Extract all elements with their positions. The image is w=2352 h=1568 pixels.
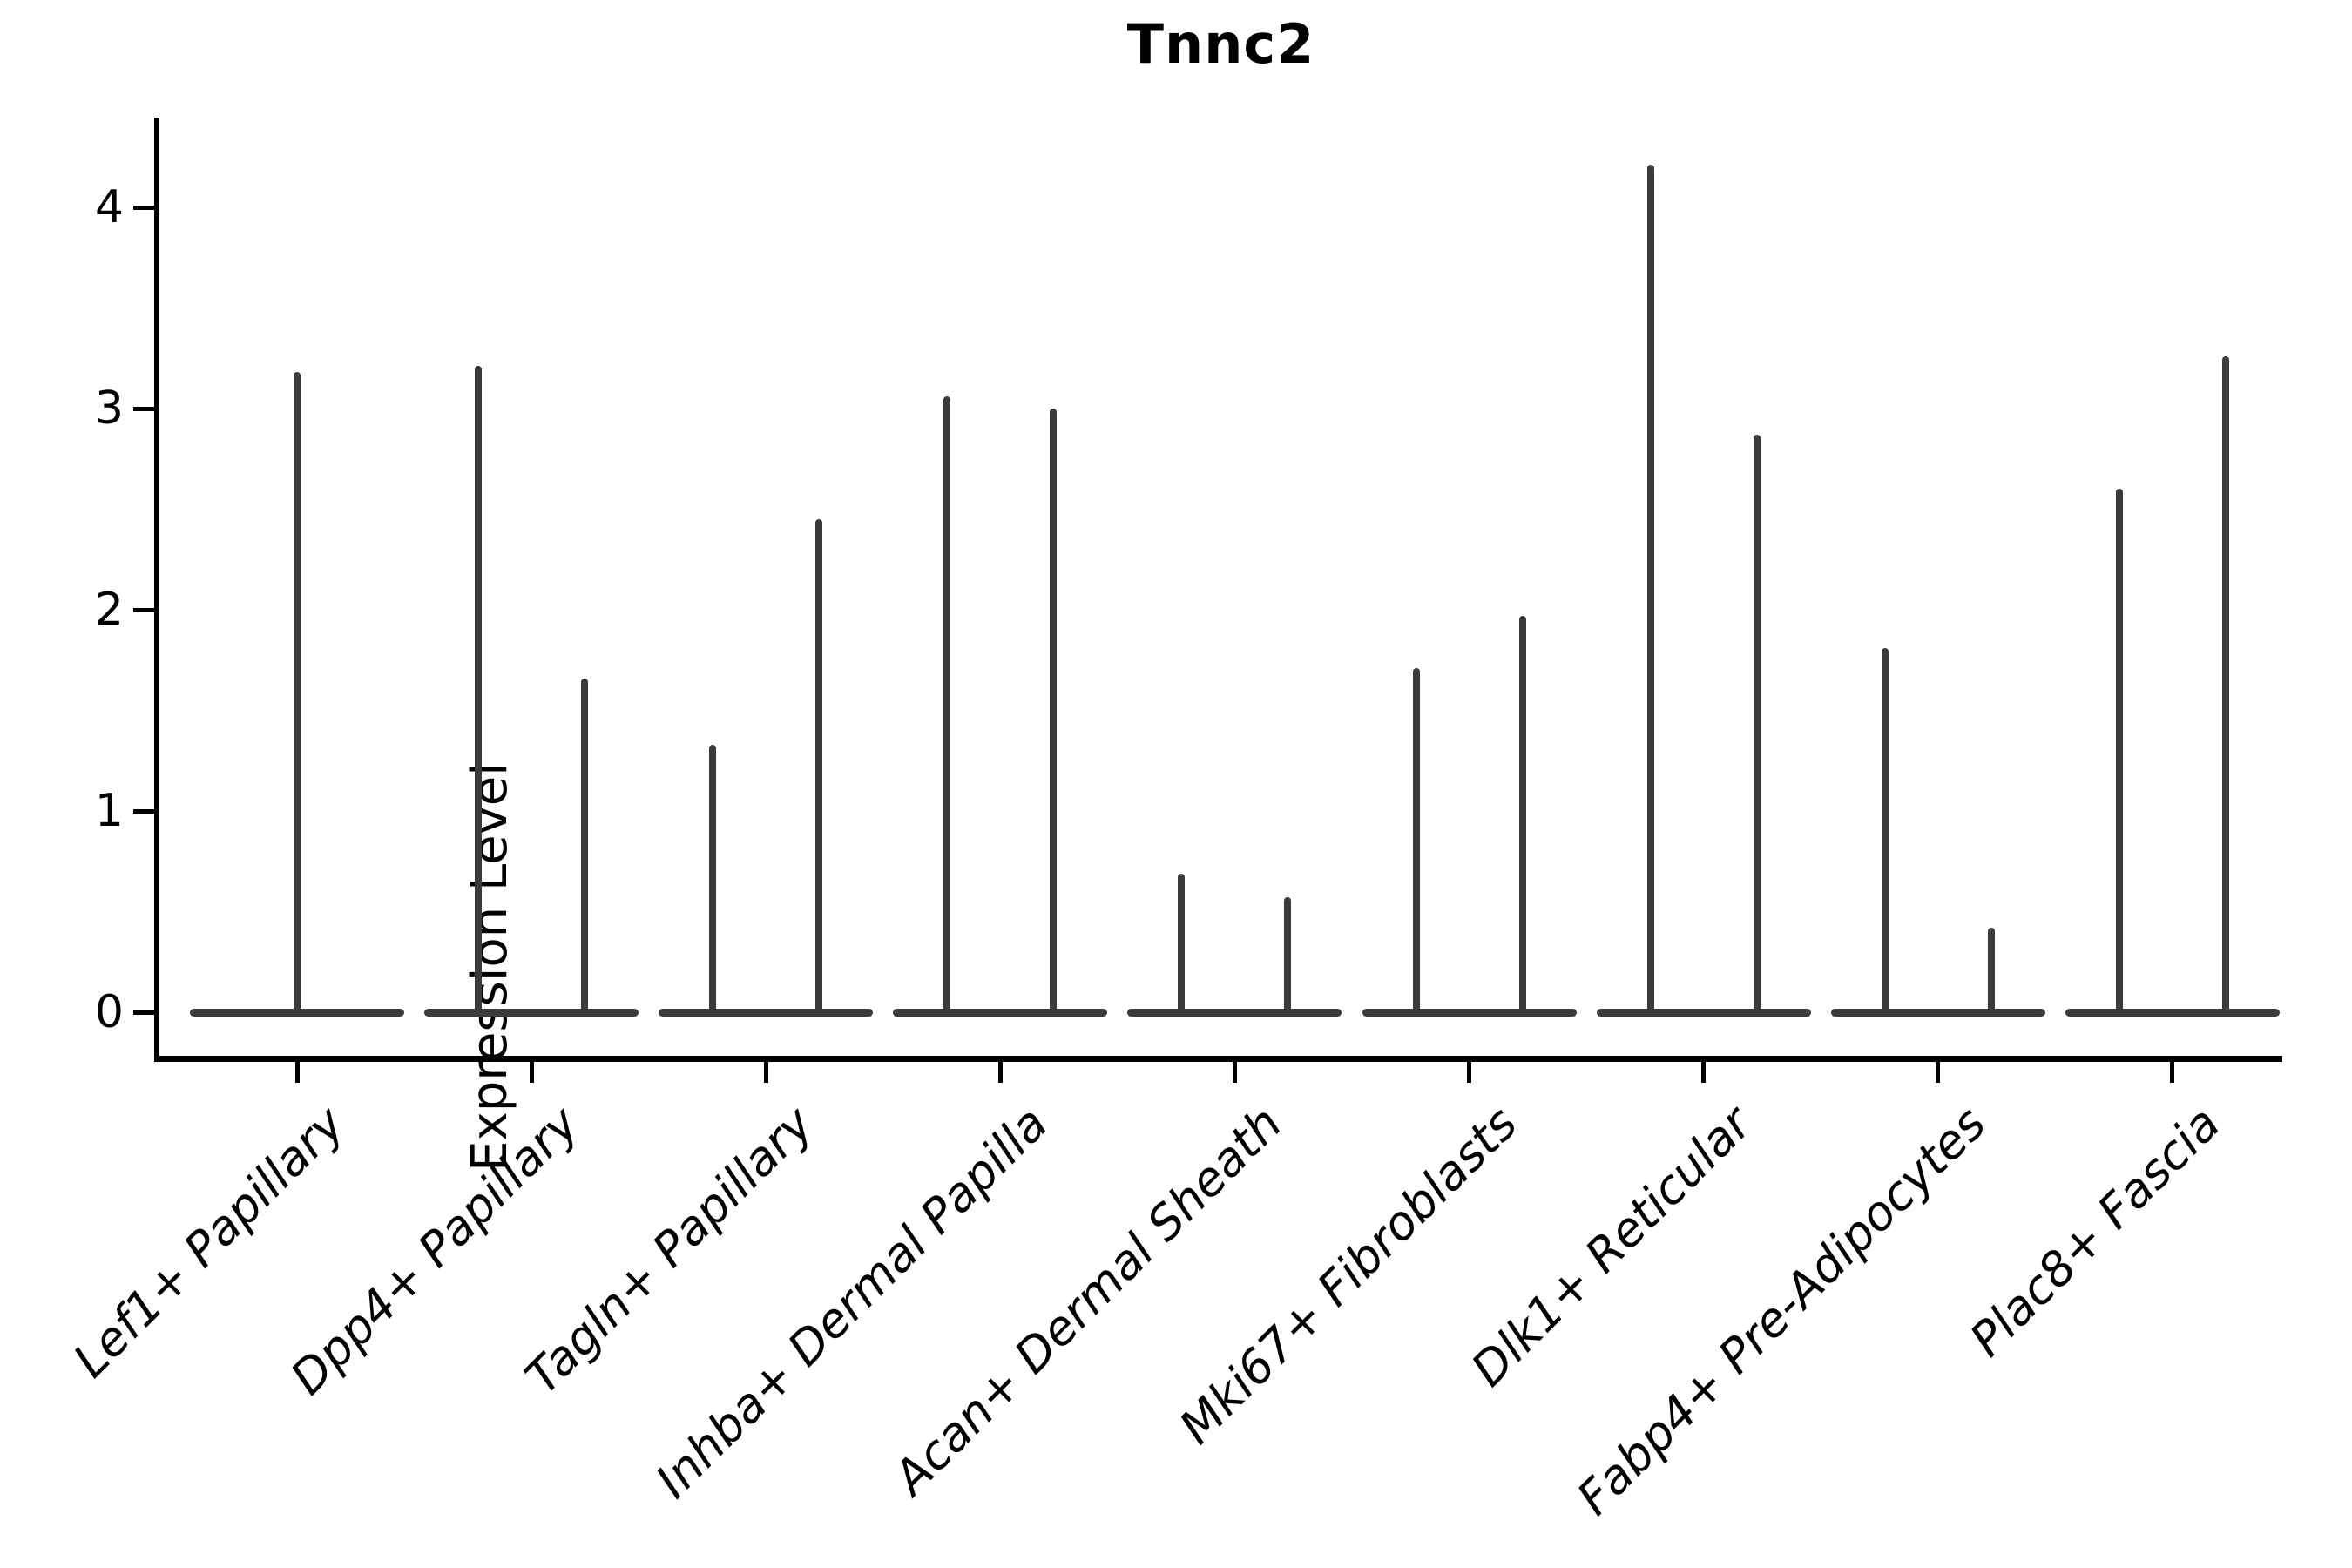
- violin-spike: [294, 372, 301, 1016]
- violin-base: [1596, 1008, 1811, 1017]
- y-tick: [133, 808, 154, 814]
- y-tick-label: 4: [94, 181, 124, 233]
- x-tick: [1936, 1062, 1941, 1083]
- y-tick: [133, 1010, 154, 1015]
- violin-spike: [581, 678, 589, 1016]
- violin-spike: [1178, 873, 1186, 1016]
- y-tick: [133, 607, 154, 612]
- y-tick-label: 2: [94, 584, 124, 636]
- violin-spike: [1881, 647, 1889, 1016]
- y-tick: [133, 406, 154, 411]
- x-tick-label: Inhba+ Dermal Papilla: [645, 1096, 1058, 1509]
- violin-spike: [1753, 435, 1761, 1016]
- violin-spike: [2221, 355, 2229, 1016]
- violin-base: [893, 1008, 1108, 1017]
- violin-spike: [943, 396, 951, 1016]
- violin-base: [1830, 1008, 2045, 1017]
- x-tick: [1467, 1062, 1471, 1083]
- x-tick-label: Acan+ Dermal Sheath: [883, 1096, 1293, 1505]
- chart-title: Tnnc2: [1126, 12, 1315, 76]
- violin-base: [1362, 1008, 1577, 1017]
- violin-base: [424, 1008, 639, 1017]
- violin-base: [1127, 1008, 1342, 1017]
- x-tick: [529, 1062, 534, 1083]
- y-tick-label: 1: [94, 785, 124, 837]
- violin-spike: [815, 519, 823, 1016]
- x-tick-label: Fabp4+ Pre-Adipocytes: [1565, 1096, 1997, 1526]
- violin-spike: [709, 744, 717, 1016]
- y-tick-label: 0: [94, 986, 124, 1038]
- x-tick: [294, 1062, 300, 1083]
- violin-base: [659, 1008, 874, 1017]
- violin-spike: [1518, 615, 1526, 1016]
- x-tick: [997, 1062, 1003, 1083]
- x-tick: [763, 1062, 768, 1083]
- violin-spike: [1412, 667, 1420, 1016]
- plot-area: [154, 118, 2282, 1062]
- x-tick: [1701, 1062, 1707, 1083]
- violin-spike: [1646, 165, 1654, 1016]
- violin-spike: [1987, 927, 1995, 1016]
- violin-base: [2065, 1008, 2280, 1017]
- violin-spike: [475, 366, 483, 1016]
- violin-spike: [1284, 897, 1292, 1016]
- x-tick: [1232, 1062, 1237, 1083]
- x-tick-label: Plac8+ Fascia: [1959, 1096, 2231, 1368]
- x-tick: [2170, 1062, 2175, 1083]
- y-tick: [133, 205, 154, 210]
- violin-spike: [2115, 489, 2123, 1016]
- violin-spike: [1050, 409, 1058, 1016]
- y-tick-label: 3: [94, 382, 124, 435]
